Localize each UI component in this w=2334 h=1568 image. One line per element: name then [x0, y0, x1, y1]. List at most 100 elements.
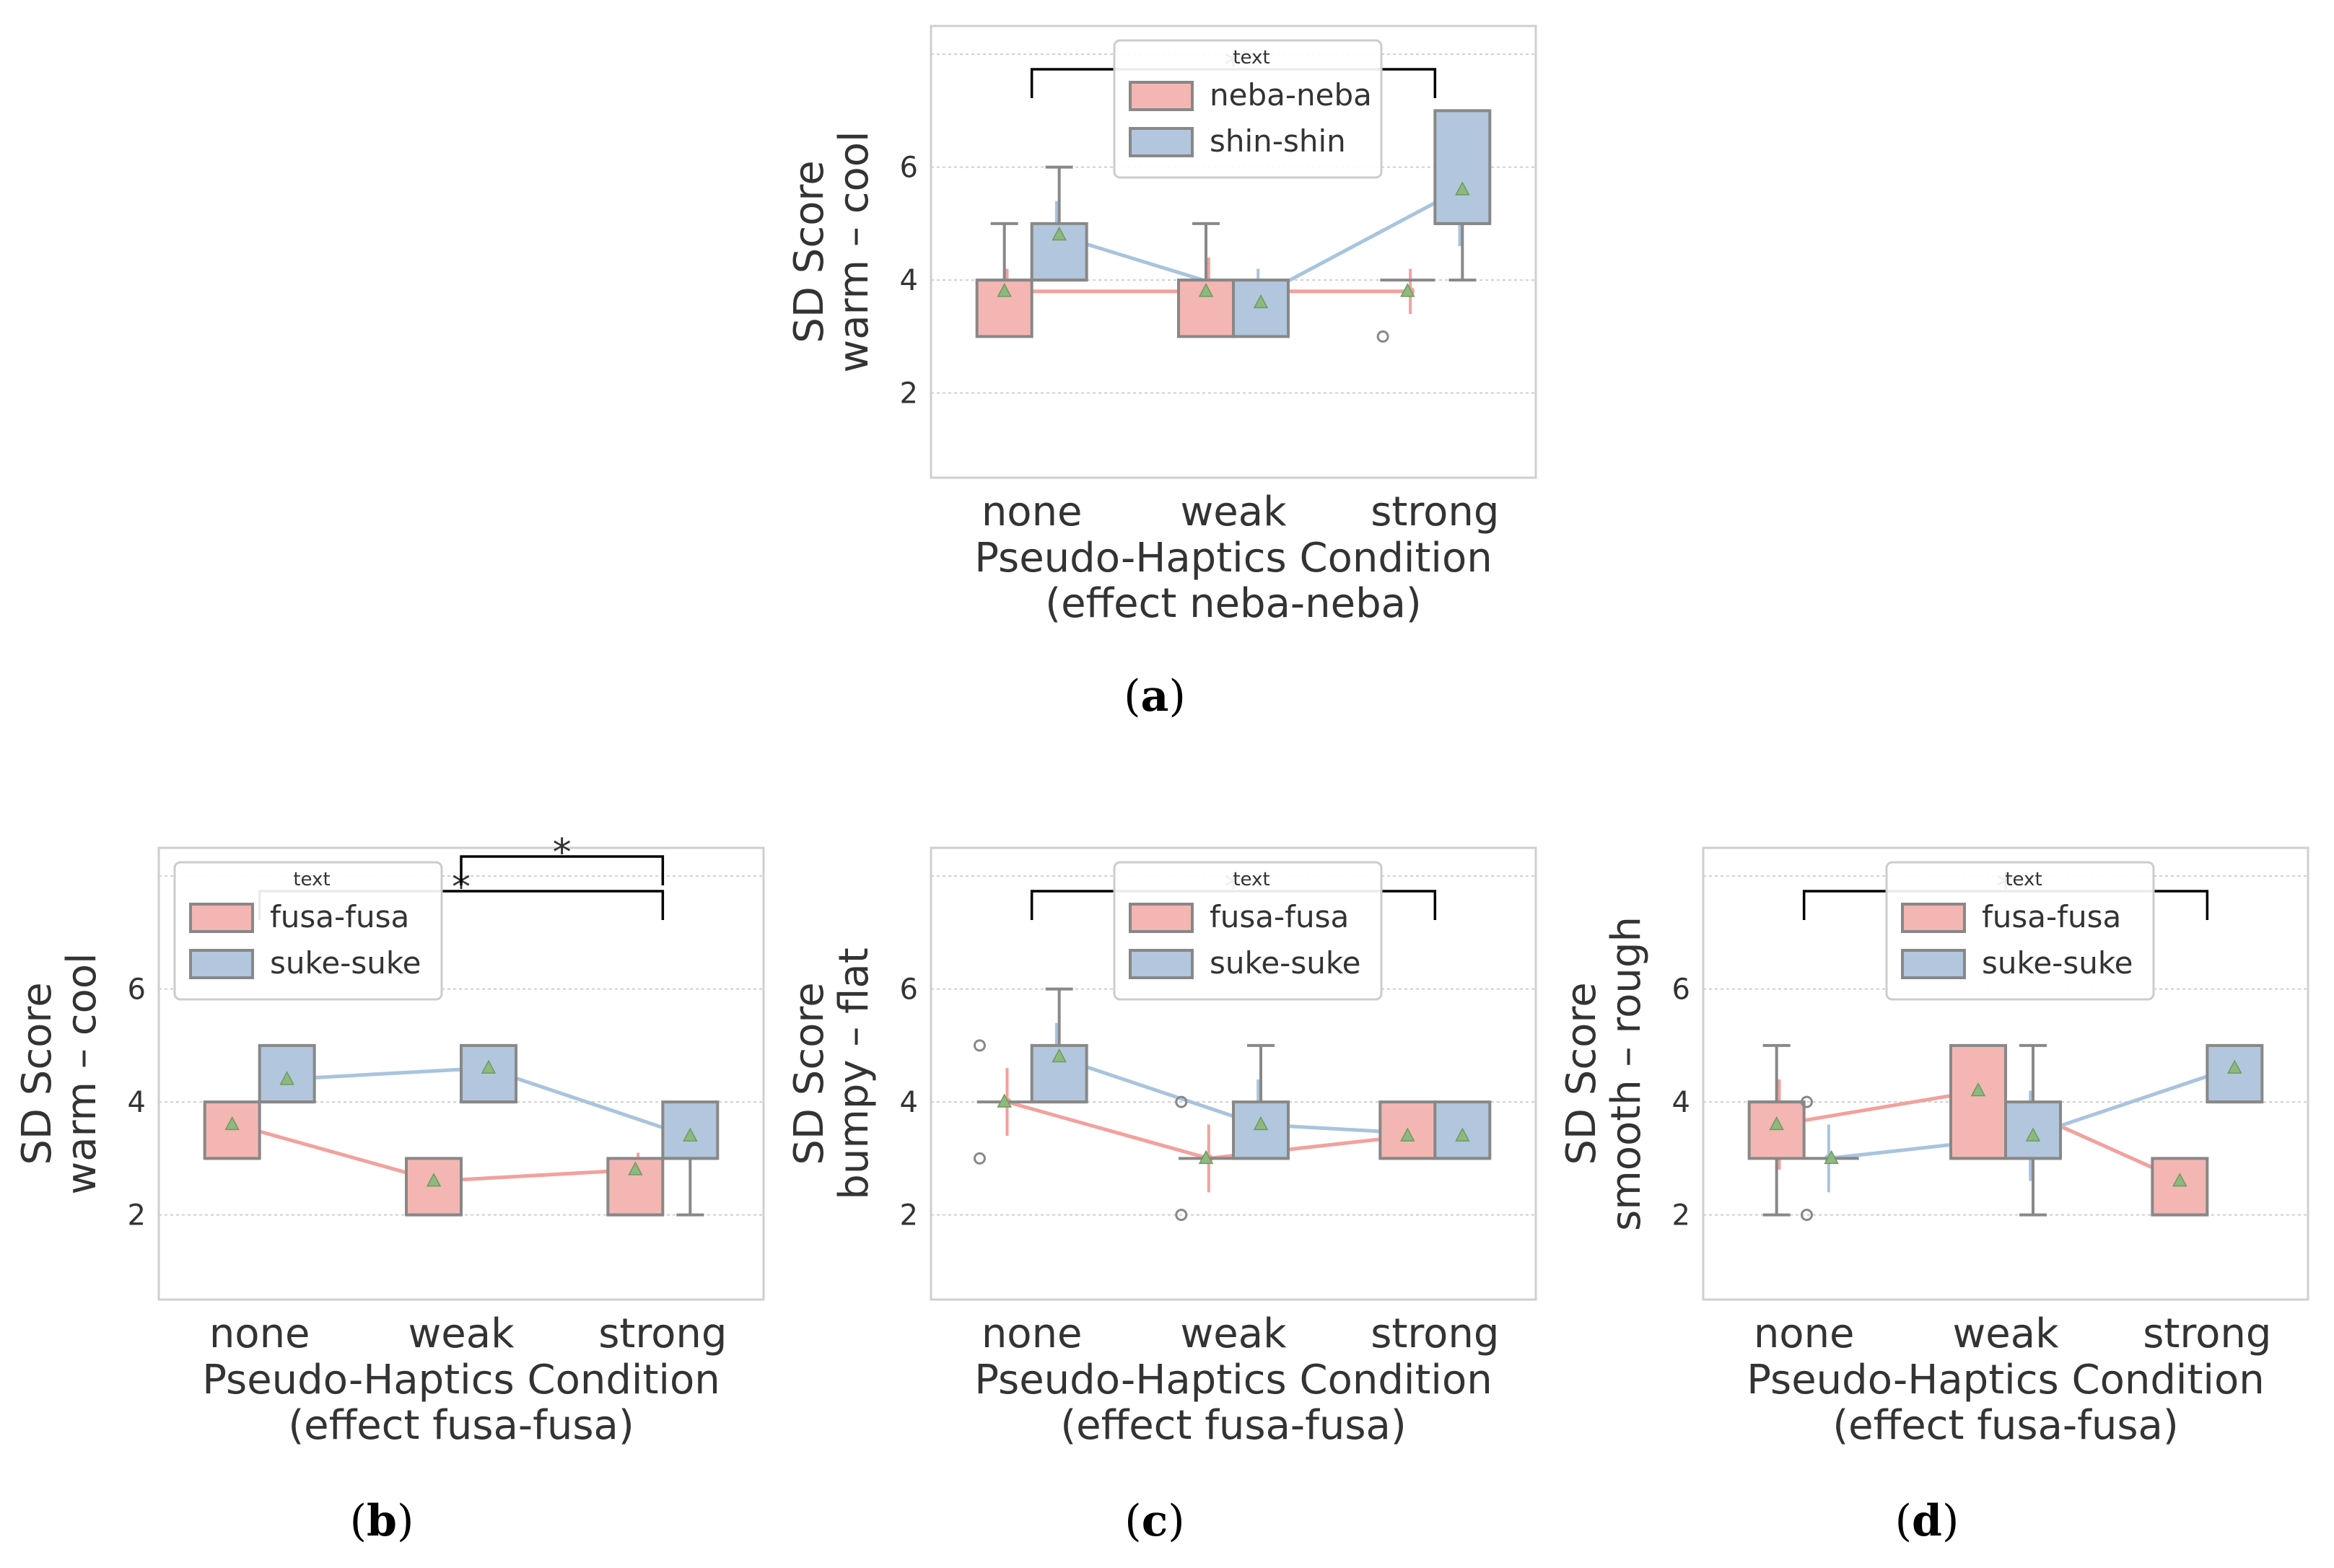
mean-marker — [279, 1071, 294, 1085]
box-fusa-fusa — [203, 1100, 261, 1160]
mean-marker — [997, 1093, 1012, 1108]
caption-close: ) — [397, 1496, 414, 1546]
legend-title: text — [1233, 869, 1269, 890]
y-axis-label: SD Score — [14, 982, 61, 1165]
caption-open: ( — [350, 1496, 367, 1546]
y-tick-label: 6 — [900, 152, 918, 185]
caption-open: ( — [1895, 1496, 1912, 1546]
caption-letter: a — [1141, 671, 1169, 722]
caption-close: ) — [1942, 1496, 1959, 1546]
x-tick-label: weak — [408, 1310, 515, 1357]
legend-title: text — [1233, 47, 1269, 69]
mean-marker — [224, 1116, 240, 1131]
x-axis-label: Pseudo-Haptics Condition — [1747, 1357, 2264, 1403]
caption-letter: d — [1912, 1496, 1942, 1546]
mean-marker — [2172, 1173, 2187, 1187]
box-shin-shin — [1232, 279, 1290, 338]
panel-caption: (b) — [350, 1496, 414, 1546]
y-tick-label: 2 — [900, 1199, 918, 1232]
x-axis-sublabel: (effect fusa-fusa) — [1832, 1402, 2178, 1449]
y-axis-sublabel: warm – cool — [58, 952, 105, 1194]
caption-open: ( — [1124, 671, 1140, 722]
mean-marker — [1455, 1127, 1470, 1142]
y-axis-label: SD Score — [1558, 982, 1605, 1165]
legend-swatch-suke-suke — [1129, 949, 1194, 979]
y-tick-label: 4 — [128, 1086, 146, 1119]
x-tick-label: none — [982, 1310, 1083, 1357]
box-fusa-fusa — [1747, 1100, 1806, 1160]
x-axis-label: Pseudo-Haptics Condition — [974, 1357, 1492, 1403]
legend-label: fusa-fusa — [1210, 899, 1349, 934]
x-tick-label: strong — [1371, 489, 1499, 535]
panel-caption: (d) — [1895, 1496, 1959, 1546]
box-fusa-fusa — [1949, 1043, 2007, 1160]
box-suke-suke — [1232, 1100, 1290, 1160]
legend-swatch-suke-suke — [1901, 949, 1966, 979]
legend-label: suke-suke — [1210, 945, 1361, 981]
x-tick-label: weak — [1181, 489, 1288, 535]
legend-swatch-fusa-fusa — [1901, 903, 1966, 933]
x-axis-sublabel: (effect fusa-fusa) — [1060, 1402, 1406, 1449]
mean-marker — [1052, 1048, 1067, 1063]
mean-marker — [1769, 1116, 1784, 1131]
mean-marker — [1052, 226, 1067, 241]
mean-marker — [1970, 1082, 1986, 1097]
box-suke-suke — [2206, 1043, 2264, 1104]
x-axis-sublabel: (effect fusa-fusa) — [288, 1402, 634, 1449]
caption-close: ) — [1168, 671, 1185, 722]
x-tick-label: none — [209, 1310, 310, 1357]
mean-marker — [1400, 1127, 1415, 1142]
legend: text fusa-fusa suke-suke — [1885, 861, 2155, 1001]
outlier-point — [1175, 1209, 1188, 1222]
legend-label: suke-suke — [270, 945, 421, 981]
box-fusa-fusa — [405, 1157, 463, 1217]
mean-marker — [1253, 1116, 1269, 1131]
x-axis-sublabel: (effect neba-neba) — [1045, 580, 1422, 627]
panel-caption: (a) — [1124, 671, 1186, 722]
y-tick-label: 2 — [900, 377, 918, 411]
outlier-point — [1376, 330, 1389, 343]
legend-title: text — [2005, 869, 2042, 890]
x-tick-label: none — [982, 489, 1083, 535]
mean-marker — [481, 1059, 497, 1074]
significance-label: * — [553, 831, 572, 875]
y-tick-label: 6 — [1672, 973, 1690, 1007]
panel-caption: (c) — [1124, 1496, 1184, 1546]
significance-bracket — [460, 855, 665, 885]
x-axis-label: Pseudo-Haptics Condition — [974, 535, 1492, 582]
mean-marker — [2025, 1127, 2041, 1142]
mean-marker — [2227, 1059, 2242, 1074]
y-axis-sublabel: warm – cool — [831, 131, 878, 372]
x-tick-label: strong — [2143, 1310, 2271, 1357]
x-tick-label: weak — [1953, 1310, 2060, 1357]
x-axis-label: Pseudo-Haptics Condition — [202, 1357, 720, 1403]
y-axis-label: SD Score — [786, 982, 833, 1165]
legend: text fusa-fusa suke-suke — [173, 861, 443, 1001]
legend: text neba-neba shin-shin — [1113, 39, 1383, 179]
mean-marker — [426, 1173, 442, 1187]
legend-label: neba-neba — [1210, 77, 1372, 113]
mean-marker — [1400, 283, 1415, 297]
mean-marker — [1198, 283, 1214, 297]
legend-swatch-suke-suke — [189, 949, 254, 979]
y-axis-sublabel: bumpy – flat — [831, 947, 878, 1199]
outlier-point — [973, 1039, 986, 1052]
legend: text fusa-fusa suke-suke — [1113, 861, 1383, 1001]
x-tick-label: weak — [1181, 1310, 1288, 1357]
legend-label: shin-shin — [1210, 123, 1346, 159]
box-shin-shin — [1433, 109, 1492, 225]
mean-marker — [997, 283, 1012, 297]
box-fusa-fusa — [2151, 1157, 2209, 1217]
legend-label: fusa-fusa — [270, 899, 409, 934]
mean-marker — [1253, 294, 1269, 309]
legend-label: suke-suke — [1982, 945, 2133, 981]
mean-marker — [628, 1161, 643, 1175]
x-tick-label: strong — [598, 1310, 727, 1357]
caption-open: ( — [1124, 1496, 1141, 1546]
